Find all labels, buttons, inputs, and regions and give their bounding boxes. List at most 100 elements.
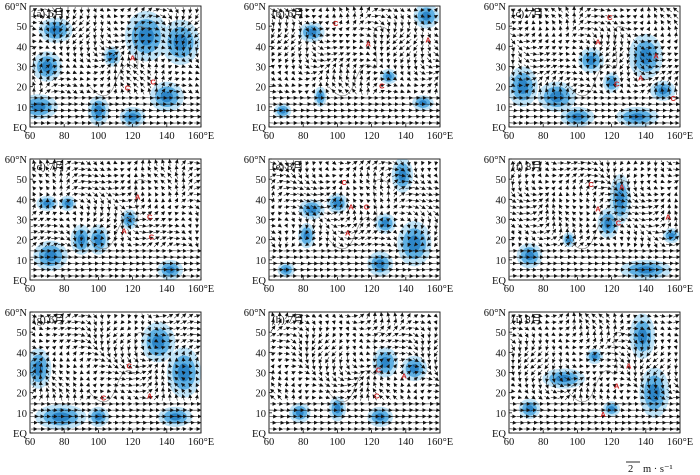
center-marker-C: C	[588, 180, 594, 189]
wind-vector	[45, 33, 49, 38]
wind-vectors	[30, 6, 201, 126]
y-tick-label: 50	[496, 175, 507, 186]
wind-vector	[31, 8, 38, 12]
wind-vector	[174, 71, 180, 76]
wind-vector	[153, 26, 160, 31]
wind-vector	[78, 32, 85, 38]
y-tick-label: 10	[256, 256, 267, 267]
wind-vector	[154, 57, 158, 63]
wind-vector	[127, 21, 132, 25]
wind-vector	[154, 69, 159, 76]
wind-vector	[45, 58, 51, 63]
wind-vector	[45, 69, 50, 76]
wind-vector	[154, 46, 159, 51]
wind-vector	[154, 81, 159, 89]
wind-vector	[159, 8, 168, 12]
wind-vector	[52, 64, 58, 69]
wind-vector	[59, 19, 64, 27]
wind-vector	[32, 69, 36, 76]
y-tick-label: EQ	[492, 123, 506, 134]
wind-vector	[113, 75, 118, 82]
wind-vector	[112, 33, 119, 37]
y-tick-label: EQ	[252, 429, 266, 440]
wind-vector	[45, 45, 50, 49]
wind-vector	[147, 75, 152, 82]
y-tick-label: 30	[496, 63, 507, 74]
center-marker-C: C	[616, 219, 622, 228]
shading-core	[375, 259, 385, 269]
wind-vector	[72, 83, 78, 87]
wind-vector	[120, 14, 125, 19]
wind-vector	[59, 45, 63, 51]
x-tick-label: 80	[298, 437, 309, 448]
wind-vector	[167, 39, 172, 45]
wind-vector	[153, 20, 160, 25]
x-tick-label: 120	[364, 437, 380, 448]
y-tick-label: 20	[17, 83, 28, 94]
y-tick-label: 60°N	[5, 2, 28, 13]
shading-core	[33, 361, 44, 376]
wind-vector	[167, 76, 173, 82]
wind-vector	[65, 51, 70, 57]
wind-vector	[72, 44, 77, 52]
wind-vector	[146, 14, 153, 19]
wind-vector	[127, 56, 132, 64]
wind-vector	[59, 26, 64, 33]
wind-vector	[119, 45, 126, 50]
wind-vector	[126, 82, 132, 88]
shading-core	[169, 413, 182, 421]
x-tick-label: 80	[59, 437, 70, 448]
wind-vector	[160, 63, 165, 69]
wind-vector	[79, 58, 84, 63]
wind-vector	[93, 25, 98, 33]
wind-vector	[195, 57, 200, 64]
wind-vector	[167, 7, 174, 13]
wind-vector	[78, 26, 85, 32]
wind-vector	[127, 27, 132, 32]
wind-vector	[160, 14, 167, 19]
y-tick-label: 50	[496, 328, 507, 339]
wind-vector	[160, 20, 166, 26]
center-marker-A: A	[135, 192, 141, 201]
x-tick-label: 140	[159, 284, 175, 295]
y-tick-label: 30	[17, 369, 28, 380]
y-tick-label: 20	[256, 389, 267, 400]
shading-core	[31, 102, 46, 112]
wind-vector	[187, 20, 193, 26]
x-tick-label: 100	[570, 284, 586, 295]
x-tick-label: 80	[298, 131, 309, 142]
shading-core	[385, 73, 392, 80]
wind-vector	[86, 51, 91, 58]
wind-vector	[174, 57, 180, 62]
wind-vector	[127, 44, 132, 50]
reference-units: m · s⁻¹	[643, 464, 673, 475]
wind-vector	[140, 63, 145, 70]
wind-vector	[99, 45, 105, 51]
center-marker-A: A	[653, 51, 659, 60]
wind-vector	[51, 51, 57, 56]
wind-vector	[79, 51, 84, 58]
wind-vector	[31, 56, 36, 64]
wind-vector	[92, 7, 97, 13]
x-tick-label: 120	[364, 131, 380, 142]
y-tick-label: 20	[17, 389, 28, 400]
wind-vector	[105, 45, 113, 50]
wind-vector	[79, 44, 84, 52]
wind-vector	[140, 45, 145, 50]
shading-core	[419, 100, 427, 106]
y-tick-label: 30	[256, 63, 267, 74]
wind-vector	[188, 76, 193, 81]
wind-vector	[99, 64, 106, 69]
wind-vector	[181, 26, 186, 33]
y-tick-label: 60°N	[244, 2, 267, 13]
y-tick-label: 60°N	[5, 155, 28, 166]
wind-vector	[65, 83, 72, 88]
shading-core	[41, 61, 53, 72]
wind-vector	[71, 32, 78, 38]
x-tick-label: 160°E	[667, 437, 693, 448]
wind-vector	[174, 13, 179, 21]
wind-vector	[133, 21, 139, 25]
wind-vector	[188, 58, 193, 63]
